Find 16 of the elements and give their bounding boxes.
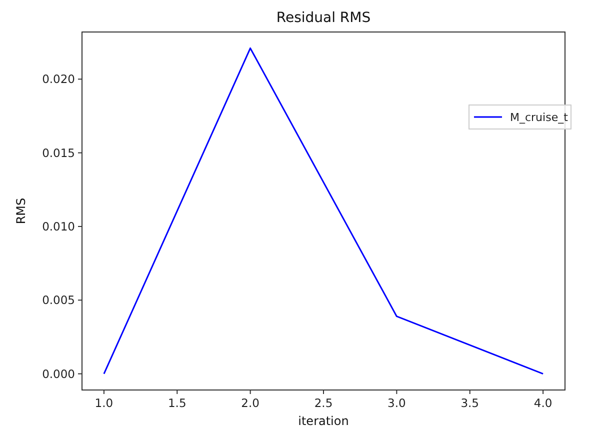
x-tick-label: 1.0 [94, 396, 114, 410]
legend-label: M_cruise_t [510, 110, 569, 124]
y-tick-label: 0.015 [42, 146, 75, 160]
y-tick-label: 0.005 [42, 293, 75, 308]
chart-title: Residual RMS [276, 10, 371, 26]
y-tick-label: 0.010 [42, 219, 75, 234]
y-tick-label: 0.000 [42, 366, 75, 381]
x-axis-title: iteration [298, 414, 349, 428]
x-tick-label: 2.5 [314, 396, 333, 410]
x-tick-label: 1.5 [168, 396, 186, 410]
y-tick-label: 0.020 [42, 72, 75, 86]
x-tick-label: 4.0 [534, 396, 552, 410]
x-tick-label: 3.0 [388, 396, 406, 410]
x-tick-label: 2.0 [241, 396, 260, 410]
x-tick-label: 3.5 [460, 396, 480, 410]
y-axis-title: RMS [14, 198, 28, 224]
